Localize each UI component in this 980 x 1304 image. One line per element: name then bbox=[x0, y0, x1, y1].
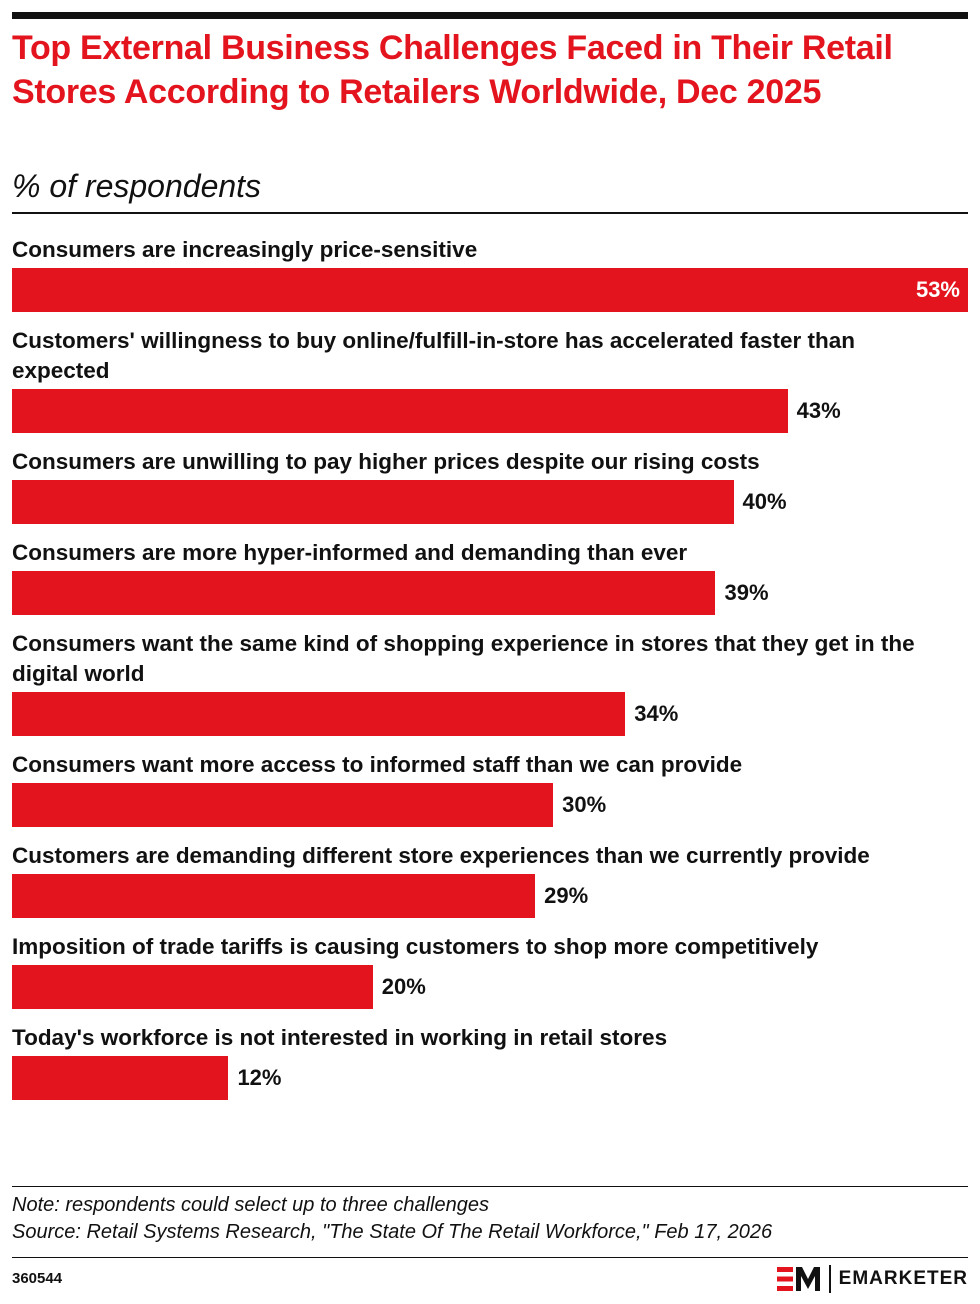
category-label: Imposition of trade tariffs is causing c… bbox=[12, 934, 819, 959]
bar-item: Consumers are unwilling to pay higher pr… bbox=[12, 447, 968, 524]
top-rule bbox=[12, 12, 968, 19]
source: Source: Retail Systems Research, "The St… bbox=[12, 1221, 773, 1243]
bar-row: 39% bbox=[12, 571, 968, 615]
bar-row: 20% bbox=[12, 965, 968, 1009]
value-label: 40% bbox=[742, 489, 787, 514]
value-label: 39% bbox=[724, 580, 769, 605]
value-label: 29% bbox=[544, 883, 589, 908]
bar-item: Customers' willingness to buy online/ful… bbox=[12, 326, 968, 433]
bar bbox=[12, 389, 788, 433]
bar bbox=[12, 480, 734, 524]
bar-item: Today's workforce is not interested in w… bbox=[12, 1023, 968, 1100]
category-label: Today's workforce is not interested in w… bbox=[12, 1025, 668, 1050]
value-label: 53% bbox=[915, 277, 960, 302]
bar-row: 30% bbox=[12, 783, 968, 827]
logo-divider bbox=[828, 1265, 831, 1293]
bar-row: 43% bbox=[12, 389, 968, 433]
category-label: Consumers are increasingly price-sensiti… bbox=[12, 237, 478, 262]
note: Note: respondents could select up to thr… bbox=[12, 1194, 489, 1216]
chart-id: 360544 bbox=[12, 1270, 63, 1287]
bar-row: 40% bbox=[12, 480, 968, 524]
bar-row: 34% bbox=[12, 692, 968, 736]
bar-item: Customers are demanding different store … bbox=[12, 841, 968, 918]
logo: EMARKETER bbox=[776, 1264, 968, 1294]
value-label: 20% bbox=[381, 974, 426, 999]
divider bbox=[12, 1186, 968, 1187]
divider bbox=[12, 1257, 968, 1258]
category-label: Consumers want the same kind of shopping… bbox=[12, 631, 915, 686]
bar bbox=[12, 268, 968, 312]
bar-item: Consumers are more hyper-informed and de… bbox=[12, 538, 968, 615]
bar bbox=[12, 965, 373, 1009]
category-label: Consumers are more hyper-informed and de… bbox=[12, 540, 688, 565]
value-label: 30% bbox=[562, 792, 607, 817]
bar-row: 29% bbox=[12, 874, 968, 918]
bar-row: 53% bbox=[12, 268, 968, 312]
chart-subtitle: % of respondents bbox=[12, 168, 262, 204]
bar bbox=[12, 1056, 229, 1100]
chart-title: Top External Business Challenges Faced i… bbox=[12, 29, 893, 111]
value-label: 12% bbox=[237, 1065, 282, 1090]
value-label: 43% bbox=[796, 398, 841, 423]
bar bbox=[12, 571, 716, 615]
brand: EMARKETER bbox=[838, 1268, 968, 1289]
bar bbox=[12, 783, 554, 827]
bar-item: Consumers are increasingly price-sensiti… bbox=[12, 235, 968, 312]
category-label: Consumers want more access to informed s… bbox=[12, 752, 743, 777]
logo-mark bbox=[776, 1267, 820, 1291]
bar bbox=[12, 692, 626, 736]
bar bbox=[12, 874, 536, 918]
divider bbox=[12, 212, 968, 214]
bar-item: Consumers want the same kind of shopping… bbox=[12, 629, 968, 736]
category-label: Customers are demanding different store … bbox=[12, 843, 870, 868]
bar-item: Imposition of trade tariffs is causing c… bbox=[12, 932, 968, 1009]
value-label: 34% bbox=[634, 701, 679, 726]
bar-row: 12% bbox=[12, 1056, 968, 1100]
bar-list: Consumers are increasingly price-sensiti… bbox=[12, 235, 968, 1114]
category-label: Consumers are unwilling to pay higher pr… bbox=[12, 449, 760, 474]
category-label: Customers' willingness to buy online/ful… bbox=[12, 328, 856, 383]
bar-item: Consumers want more access to informed s… bbox=[12, 750, 968, 827]
